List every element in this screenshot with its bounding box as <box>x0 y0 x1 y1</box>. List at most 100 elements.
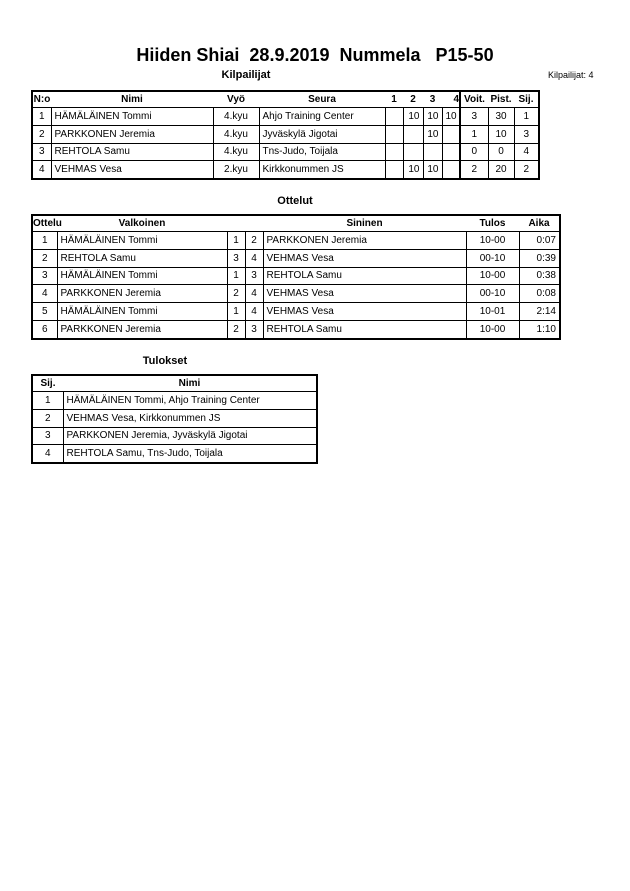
cell-blue: PARKKONEN Jeremia <box>262 231 467 250</box>
column-header: Nimi <box>178 378 201 389</box>
table-row: 6 PARKKONEN Jeremia 2 3 REHTOLA Samu 10-00 1:1… <box>31 319 561 340</box>
table-row: 3 HÄMÄLÄINEN Tommi 1 3 REHTOLA Samu 10-00 0:38 <box>31 266 561 286</box>
cell-time: 0:39 <box>518 248 561 268</box>
page-title: Hiiden Shiai 28.9.2019 Nummela P15-50 <box>136 45 494 65</box>
competitors-heading: Kilpailijat <box>221 69 271 81</box>
column-header: Voit. <box>459 91 488 108</box>
cell-wn: 2 <box>226 319 246 340</box>
column-header: Vyö <box>227 94 245 105</box>
column-header: Pist. <box>490 94 512 105</box>
column-header: Ottelu <box>33 218 62 229</box>
cell-points: 10 <box>487 124 515 144</box>
cell-r3: 10 <box>422 107 443 126</box>
cell-place: 2 <box>31 408 64 428</box>
cell-name: VEHMAS Vesa <box>50 160 214 180</box>
cell-bn: 3 <box>244 319 264 340</box>
cell-bn: 4 <box>244 302 264 321</box>
cell-wn: 1 <box>226 266 246 286</box>
cell-blue: VEHMAS Vesa <box>262 248 467 268</box>
cell-r2 <box>402 124 424 144</box>
table-row: 1 HÄMÄLÄINEN Tommi 1 2 PARKKONEN Jeremia 10-0… <box>31 231 561 250</box>
cell-no: 3 <box>31 142 52 162</box>
cell-blue: VEHMAS Vesa <box>262 302 467 321</box>
cell-white: HÄMÄLÄINEN Tommi <box>56 231 228 250</box>
cell-result: 10-01 <box>465 302 520 321</box>
cell-place: 3 <box>31 426 64 446</box>
cell-r4: 10 <box>441 107 461 126</box>
cell-name: HÄMÄLÄINEN Tommi <box>50 107 214 126</box>
column-header: Valkoinen <box>118 218 166 229</box>
column-header: Tulos <box>479 218 506 229</box>
table-row: 2 REHTOLA Samu 3 4 VEHMAS Vesa 00-10 0:39 <box>31 248 561 268</box>
cell-wn: 1 <box>226 302 246 321</box>
table-header: Sij. Nimi <box>32 375 317 392</box>
cell-white: PARKKONEN Jeremia <box>56 319 228 340</box>
cell-wins: 3 <box>459 107 489 126</box>
cell-bn: 2 <box>244 231 264 250</box>
cell-name: PARKKONEN Jeremia <box>50 124 214 144</box>
cell-white: HÄMÄLÄINEN Tommi <box>56 266 228 286</box>
cell-bn: 4 <box>244 284 264 304</box>
cell-wn: 1 <box>226 231 246 250</box>
table-row: 4 PARKKONEN Jeremia 2 4 VEHMAS Vesa 00-10 0:08 <box>31 284 561 304</box>
competitors-table: N:o Nimi Vyö Seura 1 2 3 4 Voit. Pist. Sij. 1 HÄMÄL… <box>31 90 540 181</box>
cell-points: 0 <box>487 142 515 162</box>
table-row: 5 HÄMÄLÄINEN Tommi 1 4 VEHMAS Vesa 10-01 2:14 <box>31 302 561 321</box>
cell-name: REHTOLA Samu <box>50 142 214 162</box>
cell-result: 00-10 <box>465 248 520 268</box>
cell-club: Ahjo Training Center <box>258 107 386 126</box>
cell-name: VEHMAS Vesa, Kirkkonummen JS <box>62 408 318 428</box>
table-row: 2 PARKKONEN Jeremia 4.kyu Jyväskylä Jigotai… <box>31 124 540 144</box>
column-header: Aika <box>528 218 550 229</box>
cell-no: 4 <box>31 284 58 304</box>
cell-r1 <box>384 107 404 126</box>
cell-no: 3 <box>31 266 58 286</box>
cell-wn: 3 <box>226 248 246 268</box>
cell-place: 4 <box>31 444 64 464</box>
column-header: Seura <box>308 94 336 105</box>
column-header: 1 <box>391 94 397 105</box>
cell-white: PARKKONEN Jeremia <box>56 284 228 304</box>
column-header: 4 <box>453 94 459 105</box>
cell-result: 00-10 <box>465 284 520 304</box>
cell-r3: 10 <box>422 160 443 180</box>
table-row: 3 PARKKONEN Jeremia, Jyväskylä Jigotai <box>31 426 318 446</box>
cell-r3 <box>422 142 443 162</box>
cell-r1 <box>384 124 404 144</box>
cell-no: 6 <box>31 319 58 340</box>
cell-place: 1 <box>513 107 540 126</box>
cell-time: 1:10 <box>518 319 561 340</box>
competitor-count: Kilpailijat: 4 <box>548 70 594 80</box>
cell-belt: 4.kyu <box>212 107 260 126</box>
cell-r1 <box>384 160 404 180</box>
cell-bn: 4 <box>244 248 264 268</box>
cell-belt: 4.kyu <box>212 124 260 144</box>
cell-club: Jyväskylä Jigotai <box>258 124 386 144</box>
cell-no: 1 <box>31 231 58 250</box>
cell-belt: 2.kyu <box>212 160 260 180</box>
column-header <box>227 215 245 232</box>
cell-club: Kirkkonummen JS <box>258 160 386 180</box>
results-table: Sij. Nimi 1 HÄMÄLÄINEN Tommi, Ahjo Trainin… <box>31 374 318 465</box>
cell-blue: REHTOLA Samu <box>262 319 467 340</box>
cell-place: 2 <box>513 160 540 180</box>
cell-name: REHTOLA Samu, Tns-Judo, Toijala <box>62 444 318 464</box>
cell-points: 20 <box>487 160 515 180</box>
cell-no: 4 <box>31 160 52 180</box>
cell-no: 1 <box>31 107 52 126</box>
cell-time: 0:07 <box>518 231 561 250</box>
cell-bn: 3 <box>244 266 264 286</box>
cell-result: 10-00 <box>465 231 520 250</box>
table-row: 4 REHTOLA Samu, Tns-Judo, Toijala <box>31 444 318 464</box>
column-header: Sij. <box>40 378 56 389</box>
cell-white: HÄMÄLÄINEN Tommi <box>56 302 228 321</box>
matches-heading: Ottelut <box>277 195 313 207</box>
column-header <box>245 215 263 232</box>
results-heading: Tulokset <box>142 355 188 367</box>
cell-name: PARKKONEN Jeremia, Jyväskylä Jigotai <box>62 426 318 446</box>
cell-result: 10-00 <box>465 266 520 286</box>
column-header: 3 <box>429 94 436 105</box>
column-header: 2 <box>410 94 416 105</box>
cell-wn: 2 <box>226 284 246 304</box>
